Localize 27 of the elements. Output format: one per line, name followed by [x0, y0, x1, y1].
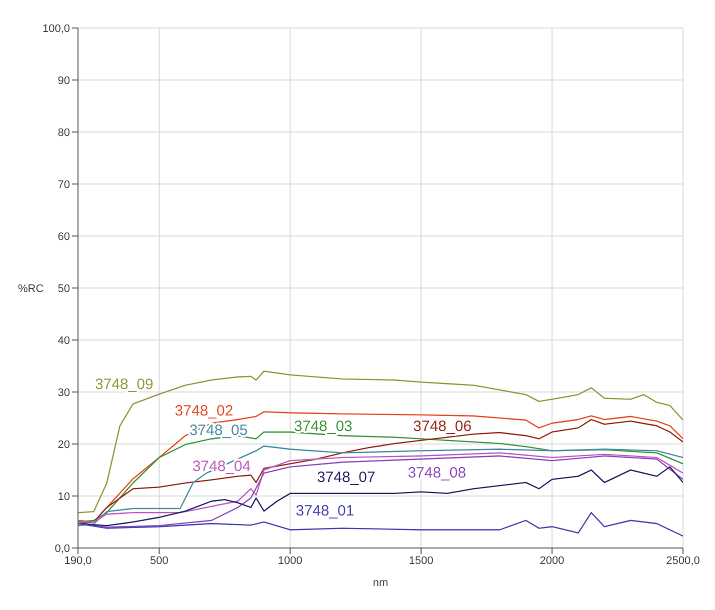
x-tick-label: 190,0: [64, 554, 92, 567]
x-tick-label: 2500,0: [666, 554, 700, 567]
series-label: 3748_08: [408, 464, 466, 482]
x-tick-label: 2000: [540, 554, 564, 567]
y-tick-label: 100,0: [42, 22, 70, 35]
series-label: 3748_07: [316, 468, 376, 486]
y-tick-label: 50: [58, 282, 70, 295]
y-tick-label: 10: [58, 490, 70, 503]
x-axis-title: nm: [372, 577, 388, 589]
x-tick-label: 1000: [278, 554, 302, 567]
series-label: 3748_03: [294, 418, 352, 435]
x-tick-label: 500: [150, 554, 168, 567]
series-label: 3748_01: [296, 502, 354, 520]
y-tick-label: 20: [58, 438, 70, 451]
y-tick-label: 60: [58, 230, 70, 243]
y-tick-label: 90: [58, 74, 70, 87]
y-tick-label: 0,0: [54, 542, 70, 555]
y-tick-label: 40: [58, 334, 70, 347]
y-tick-label: 70: [58, 178, 70, 191]
series-label: 3748_09: [94, 376, 154, 394]
y-axis-title: %RC: [18, 282, 44, 295]
series-label: 3748_02: [174, 402, 234, 420]
x-tick-label: 1500: [408, 554, 434, 567]
series-label: 3748_05: [189, 422, 248, 439]
y-tick-label: 80: [58, 126, 70, 139]
series-label: 3748_06: [413, 418, 472, 435]
y-tick-label: 30: [58, 386, 70, 399]
